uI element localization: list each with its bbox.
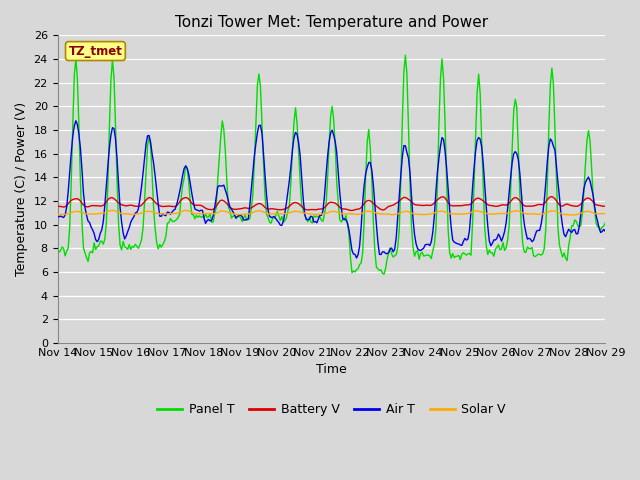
Battery V: [548, 194, 556, 200]
Battery V: [244, 205, 252, 211]
Line: Panel T: Panel T: [58, 55, 605, 274]
Solar V: [54, 211, 61, 217]
Y-axis label: Temperature (C) / Power (V): Temperature (C) / Power (V): [15, 102, 28, 276]
Solar V: [218, 208, 226, 214]
Air T: [54, 214, 61, 219]
Solar V: [109, 207, 116, 213]
Text: TZ_tmet: TZ_tmet: [68, 45, 122, 58]
Legend: Panel T, Battery V, Air T, Solar V: Panel T, Battery V, Air T, Solar V: [152, 398, 510, 421]
Air T: [122, 233, 130, 239]
Panel T: [401, 52, 409, 58]
Solar V: [574, 212, 582, 217]
Panel T: [217, 134, 225, 140]
Solar V: [295, 209, 303, 215]
Solar V: [570, 212, 577, 218]
Air T: [295, 140, 303, 145]
Panel T: [121, 244, 129, 250]
Line: Battery V: Battery V: [58, 197, 605, 210]
Battery V: [217, 197, 225, 203]
X-axis label: Time: Time: [316, 363, 347, 376]
Air T: [246, 203, 253, 209]
Line: Solar V: Solar V: [58, 210, 605, 215]
Panel T: [244, 216, 252, 222]
Panel T: [574, 223, 582, 228]
Panel T: [293, 120, 301, 126]
Air T: [353, 255, 360, 261]
Battery V: [602, 204, 609, 209]
Solar V: [602, 211, 609, 216]
Battery V: [236, 206, 243, 212]
Solar V: [122, 211, 130, 216]
Battery V: [293, 200, 301, 206]
Title: Tonzi Tower Met: Temperature and Power: Tonzi Tower Met: Temperature and Power: [175, 15, 488, 30]
Air T: [237, 212, 244, 218]
Battery V: [121, 203, 129, 208]
Battery V: [348, 207, 356, 213]
Line: Air T: Air T: [58, 121, 605, 258]
Solar V: [237, 212, 244, 217]
Battery V: [54, 204, 61, 209]
Air T: [72, 118, 79, 124]
Panel T: [380, 271, 388, 277]
Panel T: [602, 220, 609, 226]
Battery V: [574, 203, 582, 209]
Air T: [218, 183, 226, 189]
Solar V: [246, 211, 253, 216]
Panel T: [236, 213, 243, 219]
Air T: [574, 231, 582, 237]
Panel T: [54, 246, 61, 252]
Air T: [602, 228, 609, 234]
